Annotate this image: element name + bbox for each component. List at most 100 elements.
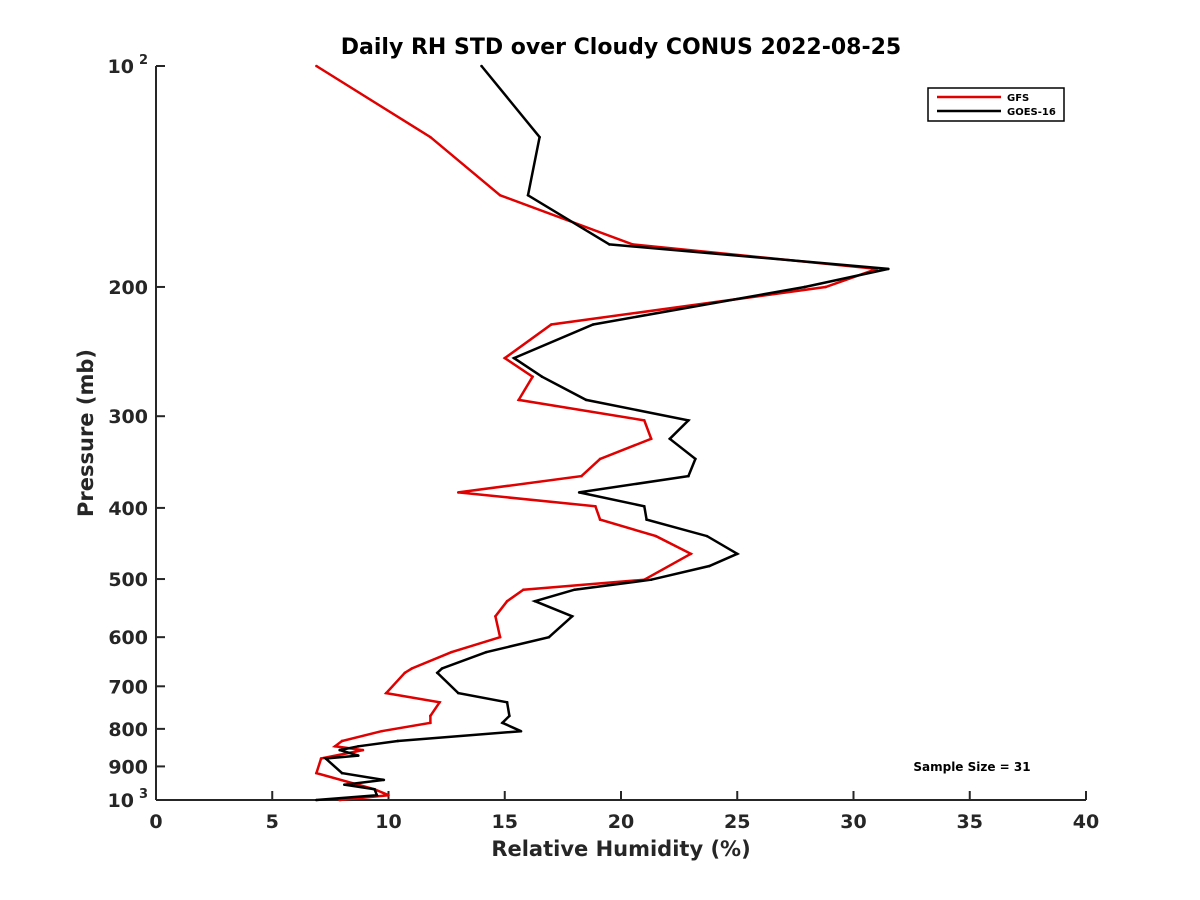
x-tick-label: 30 bbox=[840, 811, 866, 833]
y-tick-label: 400 bbox=[108, 498, 148, 520]
data-point-gfs bbox=[498, 193, 502, 197]
x-axis-ticks: 0 5 10 15 20 25 30 35 40 bbox=[149, 791, 1099, 833]
data-point-gfs bbox=[361, 748, 365, 752]
y-tick-label: 600 bbox=[108, 627, 148, 649]
data-point-goes16 bbox=[584, 398, 588, 402]
data-series bbox=[314, 64, 890, 802]
data-point-gfs bbox=[387, 793, 390, 797]
data-point-goes16 bbox=[573, 588, 576, 592]
data-point-gfs bbox=[654, 534, 658, 538]
series-line-gfs bbox=[314, 64, 878, 802]
data-point-gfs bbox=[340, 739, 344, 743]
data-point-gfs bbox=[333, 745, 337, 748]
data-point-gfs bbox=[531, 375, 534, 378]
data-point-gfs bbox=[403, 671, 407, 675]
data-point-goes16 bbox=[396, 739, 400, 743]
data-point-goes16 bbox=[456, 691, 460, 695]
y-tick-label: 200 bbox=[108, 277, 148, 299]
y-tick-label: 700 bbox=[108, 676, 148, 698]
data-point-goes16 bbox=[375, 793, 379, 797]
data-point-gfs bbox=[456, 491, 460, 494]
data-point-goes16 bbox=[538, 135, 541, 139]
data-point-goes16 bbox=[608, 243, 611, 246]
legend-label-goes16: GOES-16 bbox=[1007, 107, 1056, 118]
legend: GFS GOES-16 bbox=[927, 87, 1065, 122]
x-tick-label: 40 bbox=[1073, 811, 1099, 833]
data-point-goes16 bbox=[340, 771, 344, 775]
x-tick-label: 15 bbox=[492, 811, 518, 833]
data-point-goes16 bbox=[547, 635, 551, 639]
y-axis-ticks: 2 10 200 300 400 500 600 700 800 900 3 10 bbox=[108, 53, 165, 812]
x-tick-label: 5 bbox=[266, 811, 279, 833]
data-point-goes16 bbox=[642, 505, 646, 508]
data-point-goes16 bbox=[373, 788, 376, 791]
data-point-gfs bbox=[315, 771, 318, 775]
data-point-gfs bbox=[505, 599, 509, 603]
data-point-gfs bbox=[410, 667, 414, 670]
data-point-gfs bbox=[642, 419, 646, 422]
data-point-goes16 bbox=[687, 419, 690, 422]
data-point-goes16 bbox=[540, 375, 544, 378]
data-point-goes16 bbox=[436, 671, 439, 675]
data-point-gfs bbox=[549, 323, 553, 326]
data-point-gfs bbox=[315, 64, 318, 68]
data-point-gfs bbox=[598, 518, 602, 521]
data-point-gfs bbox=[498, 635, 502, 639]
data-point-goes16 bbox=[735, 552, 739, 556]
plot-axes bbox=[155, 66, 1086, 801]
data-point-goes16 bbox=[315, 798, 318, 802]
data-point-gfs bbox=[631, 243, 634, 246]
data-point-goes16 bbox=[505, 700, 509, 704]
y-axis-label: Pressure (mb) bbox=[74, 349, 98, 517]
data-point-gfs bbox=[594, 505, 597, 508]
y-tick-label: 800 bbox=[108, 719, 148, 741]
x-tick-label: 25 bbox=[724, 811, 750, 833]
data-point-goes16 bbox=[887, 267, 890, 271]
y-tick-label-base: 10 bbox=[108, 790, 134, 812]
data-point-gfs bbox=[429, 721, 432, 725]
y-tick-label: 500 bbox=[108, 569, 148, 591]
data-point-gfs bbox=[580, 474, 583, 478]
chart-title: Daily RH STD over Cloudy CONUS 2022-08-2… bbox=[341, 35, 901, 60]
data-point-gfs bbox=[503, 356, 507, 360]
y-tick-label: 900 bbox=[108, 756, 148, 778]
x-tick-label: 20 bbox=[608, 811, 634, 833]
series-line-goes16 bbox=[316, 65, 889, 802]
data-point-gfs bbox=[494, 615, 497, 618]
data-point-goes16 bbox=[533, 599, 537, 603]
data-point-goes16 bbox=[508, 714, 511, 718]
data-point-goes16 bbox=[668, 437, 672, 441]
data-point-gfs bbox=[598, 457, 602, 461]
data-point-gfs bbox=[517, 398, 520, 402]
data-point-goes16 bbox=[645, 518, 648, 521]
data-point-goes16 bbox=[526, 193, 530, 197]
data-point-gfs bbox=[824, 285, 827, 289]
y-tick-label-exponent: 3 bbox=[139, 787, 148, 802]
data-point-goes16 bbox=[649, 578, 653, 581]
legend-label-gfs: GFS bbox=[1007, 93, 1029, 104]
data-point-goes16 bbox=[803, 285, 806, 289]
data-point-gfs bbox=[319, 757, 323, 760]
data-point-gfs bbox=[384, 691, 388, 695]
data-point-goes16 bbox=[343, 783, 346, 786]
data-point-gfs bbox=[429, 135, 432, 139]
data-point-goes16 bbox=[687, 474, 690, 478]
data-point-goes16 bbox=[705, 534, 709, 538]
legend-box bbox=[927, 87, 1065, 122]
data-point-goes16 bbox=[484, 650, 488, 654]
x-tick-label: 10 bbox=[375, 811, 401, 833]
data-point-goes16 bbox=[382, 778, 386, 782]
data-point-gfs bbox=[380, 729, 383, 733]
data-point-goes16 bbox=[356, 754, 360, 757]
data-point-goes16 bbox=[570, 615, 574, 618]
data-point-goes16 bbox=[577, 491, 581, 494]
y-tick-label-base: 10 bbox=[108, 56, 134, 78]
data-point-goes16 bbox=[512, 356, 516, 360]
data-point-goes16 bbox=[440, 667, 444, 670]
data-point-gfs bbox=[429, 714, 432, 718]
data-point-gfs bbox=[449, 650, 453, 654]
data-point-goes16 bbox=[591, 323, 595, 326]
y-tick-label: 300 bbox=[108, 406, 148, 428]
data-point-goes16 bbox=[519, 729, 523, 733]
